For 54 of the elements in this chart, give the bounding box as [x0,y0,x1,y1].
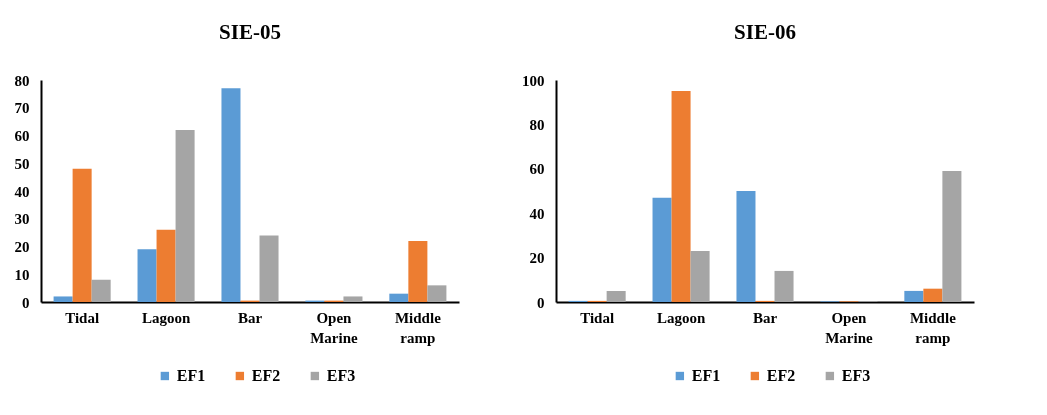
y-tick-label: 30 [14,211,30,228]
x-tick-label: Open Marine [825,309,874,346]
bar [427,285,447,302]
y-tick-label: 0 [22,294,30,311]
bar [221,88,241,302]
y-tick-label: 10 [14,266,30,283]
bar [343,296,363,302]
y-tick-label: 40 [529,205,545,222]
x-tick-label: Tidal [580,309,615,326]
bar [774,270,794,302]
bar [736,191,756,302]
y-tick-label: 70 [14,100,30,117]
bar [53,296,73,302]
y-tick-label: 20 [14,239,30,255]
y-tick-label: 0 [537,294,545,311]
legend-label: EF2 [251,367,281,384]
bar [652,197,672,302]
x-tick-label: Middle ramp [394,309,442,346]
chart-title: SIE-06 [734,20,796,44]
x-tick-label: Lagoon [656,309,706,326]
bar [259,235,279,302]
y-tick-label: 50 [14,155,30,172]
legend-label: EF1 [691,367,721,384]
bar [923,288,943,302]
bar [606,290,626,302]
x-tick-label: Bar [237,309,263,326]
bar [942,171,962,302]
bar [72,168,92,302]
x-tick-label: Middle ramp [909,309,957,346]
bar [690,250,710,302]
chart-title: SIE-05 [219,20,281,44]
y-tick-label: 20 [529,250,545,267]
x-tick-label: Lagoon [141,309,191,326]
x-tick-label: Bar [752,309,778,326]
y-tick-label: 80 [14,72,30,89]
legend-label: EF3 [326,367,356,384]
bar [389,293,409,302]
y-tick-label: 80 [529,116,545,133]
x-tick-label: Tidal [65,309,100,326]
y-tick-label: 60 [14,128,30,144]
bar [671,91,691,302]
bar [408,240,428,302]
y-tick-label: 60 [529,161,545,178]
x-tick-label: Open Marine [310,309,359,346]
y-tick-label: 100 [522,72,545,89]
bar [91,279,111,302]
bar [156,229,176,302]
y-tick-label: 40 [14,183,30,200]
legend-label: EF2 [766,367,796,384]
bar [137,249,157,302]
bar [175,129,195,302]
bar [904,290,924,302]
legend-label: EF1 [176,367,206,384]
legend-label: EF3 [841,367,871,384]
